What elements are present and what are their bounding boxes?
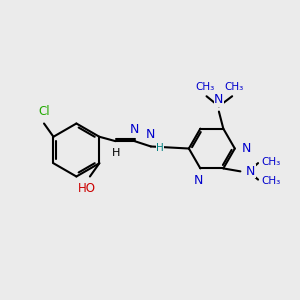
- Text: HO: HO: [78, 182, 96, 195]
- Text: N: N: [130, 123, 140, 136]
- Text: CH₃: CH₃: [195, 82, 215, 92]
- Text: N: N: [194, 174, 204, 187]
- Text: CH₃: CH₃: [224, 82, 243, 92]
- Text: N: N: [241, 142, 251, 155]
- Text: H: H: [156, 143, 164, 153]
- Text: Cl: Cl: [38, 105, 50, 118]
- Text: N: N: [146, 128, 156, 141]
- Text: N: N: [246, 165, 255, 178]
- Text: CH₃: CH₃: [261, 176, 280, 186]
- Text: H: H: [112, 148, 121, 158]
- Text: N: N: [214, 93, 224, 106]
- Text: CH₃: CH₃: [261, 157, 280, 166]
